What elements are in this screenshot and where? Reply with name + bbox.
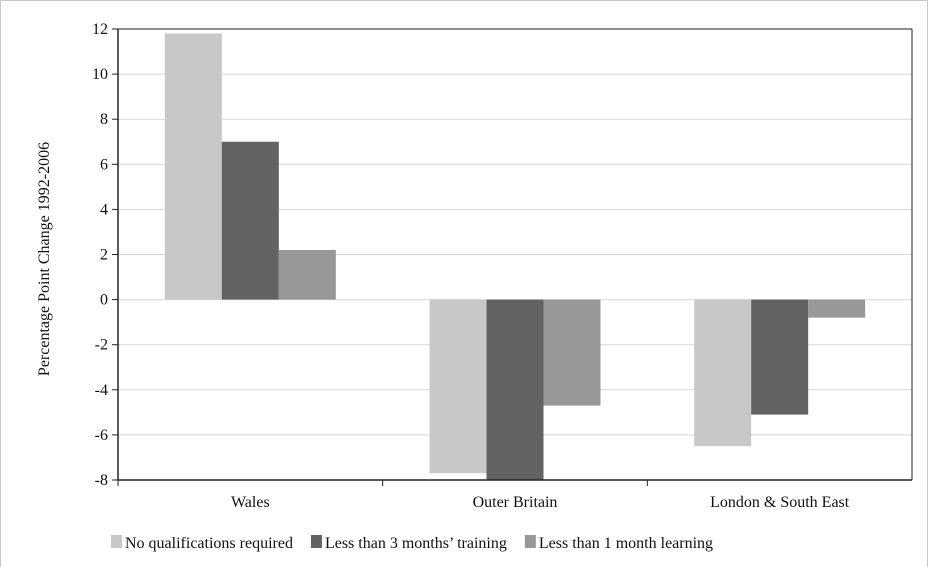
bar <box>221 141 279 300</box>
legend: No qualifications required Less than 3 mo… <box>111 535 713 552</box>
y-tick-label: 4 <box>100 201 108 218</box>
y-tick-label: -8 <box>95 472 108 489</box>
bar <box>694 299 752 447</box>
legend-label: No qualifications required <box>125 535 293 552</box>
bar <box>278 249 336 300</box>
bar <box>808 299 866 318</box>
y-tick-label: 8 <box>100 111 108 128</box>
y-tick-label: 6 <box>100 156 108 173</box>
bar <box>751 299 809 415</box>
legend-label: Less than 1 month learning <box>539 535 713 552</box>
y-tick-label: 2 <box>100 247 108 264</box>
bar <box>543 299 601 406</box>
y-tick-label: -6 <box>95 427 108 444</box>
bar <box>429 299 487 474</box>
x-category-label: London & South East <box>710 494 850 511</box>
y-tick-label: -2 <box>95 337 108 354</box>
y-ticks: -8 -6 -4 -2 0 2 4 6 8 10 12 <box>92 21 118 489</box>
x-category-labels: Wales Outer Britain London & South East <box>117 480 850 511</box>
legend-label: Less than 3 months’ training <box>325 535 507 552</box>
legend-swatch <box>111 535 122 548</box>
y-tick-label: -4 <box>95 382 108 399</box>
legend-swatch <box>524 535 536 548</box>
bar <box>486 299 544 480</box>
y-tick-label: 12 <box>92 21 108 38</box>
y-tick-label: 10 <box>92 66 108 83</box>
y-tick-label: 0 <box>100 292 108 309</box>
legend-swatch <box>310 535 322 548</box>
x-category-label: Wales <box>231 494 270 511</box>
bar <box>164 33 222 300</box>
x-category-label: Outer Britain <box>473 494 558 511</box>
bars <box>164 33 866 480</box>
y-axis-label: Percentage Point Change 1992-2006 <box>36 142 53 376</box>
